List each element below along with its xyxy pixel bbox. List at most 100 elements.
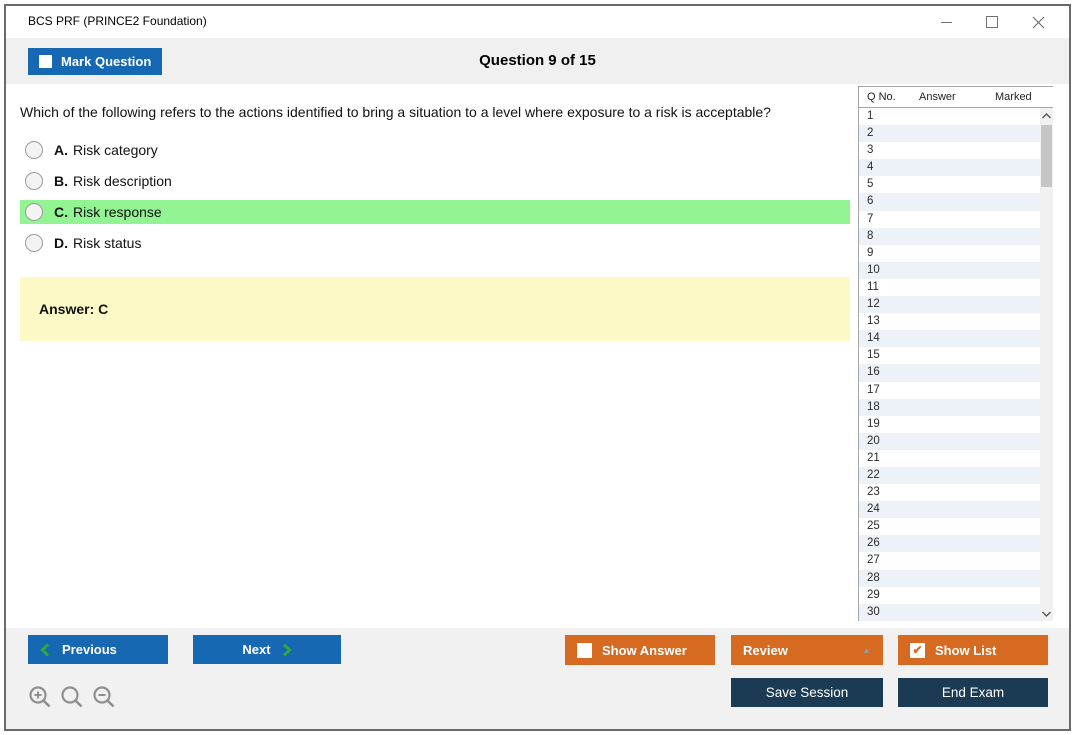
cell-qmark bbox=[987, 125, 1040, 142]
question-list-row[interactable]: 26 bbox=[859, 535, 1040, 553]
question-list-row[interactable]: 21 bbox=[859, 450, 1040, 467]
cell-qans bbox=[911, 467, 987, 484]
cell-qno: 7 bbox=[867, 212, 874, 225]
cell-qno: 2 bbox=[867, 127, 874, 140]
question-list-row[interactable]: 22 bbox=[859, 466, 1040, 485]
chevron-right-icon bbox=[282, 642, 292, 657]
option-b[interactable]: B. Risk description bbox=[20, 169, 850, 193]
minimize-button[interactable] bbox=[923, 6, 969, 38]
question-list-row[interactable]: 2 bbox=[859, 125, 1040, 143]
option-text: Risk category bbox=[73, 142, 158, 158]
next-button[interactable]: Next bbox=[193, 635, 341, 664]
cell-qans bbox=[911, 535, 987, 552]
mark-question-label: Mark Question bbox=[61, 54, 152, 69]
cell-qmark bbox=[987, 211, 1040, 228]
question-list-row[interactable]: 13 bbox=[859, 313, 1040, 330]
question-list-row[interactable]: 11 bbox=[859, 279, 1040, 296]
option-letter: B. bbox=[54, 173, 68, 189]
show-list-checkbox-icon[interactable]: ✔ bbox=[910, 642, 925, 658]
show-answer-button[interactable]: Show Answer bbox=[565, 635, 715, 665]
question-list-row[interactable]: 23 bbox=[859, 484, 1040, 501]
cell-qans bbox=[911, 382, 987, 399]
scrollbar-thumb[interactable] bbox=[1041, 125, 1052, 187]
question-list-row[interactable]: 5 bbox=[859, 176, 1040, 193]
question-list-row[interactable]: 25 bbox=[859, 518, 1040, 535]
question-list-row[interactable]: 7 bbox=[859, 211, 1040, 228]
chevron-down-icon bbox=[1042, 611, 1051, 617]
mark-question-button[interactable]: Mark Question bbox=[28, 48, 162, 75]
question-list-scrollbar[interactable] bbox=[1040, 108, 1053, 621]
maximize-button[interactable] bbox=[969, 6, 1015, 38]
cell-qno: 22 bbox=[867, 468, 880, 481]
option-d[interactable]: D. Risk status bbox=[20, 231, 850, 255]
question-list-row[interactable]: 24 bbox=[859, 501, 1040, 519]
question-list-row[interactable]: 3 bbox=[859, 142, 1040, 159]
scroll-up-button[interactable] bbox=[1040, 108, 1053, 123]
cell-qno: 11 bbox=[867, 280, 879, 293]
question-list-row[interactable]: 6 bbox=[859, 193, 1040, 211]
radio-icon[interactable] bbox=[25, 172, 43, 190]
cell-qans bbox=[911, 433, 987, 450]
question-list-row[interactable]: 1 bbox=[859, 108, 1040, 125]
question-list-row[interactable]: 29 bbox=[859, 587, 1040, 604]
question-list-row[interactable]: 18 bbox=[859, 398, 1040, 416]
close-button[interactable] bbox=[1015, 6, 1061, 38]
question-list-row[interactable]: 14 bbox=[859, 330, 1040, 348]
question-list-row[interactable]: 17 bbox=[859, 382, 1040, 399]
question-list-row[interactable]: 12 bbox=[859, 296, 1040, 314]
cell-qmark bbox=[987, 518, 1040, 535]
cell-qans bbox=[911, 193, 987, 210]
question-list-row[interactable]: 9 bbox=[859, 245, 1040, 262]
review-button[interactable]: Review ▲ bbox=[731, 635, 883, 665]
radio-icon[interactable] bbox=[25, 203, 43, 221]
end-exam-label: End Exam bbox=[941, 685, 1005, 700]
cell-qmark bbox=[987, 142, 1040, 159]
show-answer-checkbox-icon[interactable] bbox=[577, 642, 592, 658]
option-a[interactable]: A. Risk category bbox=[20, 138, 850, 162]
question-list-row[interactable]: 28 bbox=[859, 569, 1040, 587]
cell-qno: 13 bbox=[867, 315, 880, 328]
question-list-row[interactable]: 8 bbox=[859, 227, 1040, 245]
show-list-button[interactable]: ✔ Show List bbox=[898, 635, 1048, 665]
window-title: BCS PRF (PRINCE2 Foundation) bbox=[28, 14, 207, 28]
cell-qans bbox=[911, 313, 987, 330]
option-c[interactable]: C. Risk response bbox=[20, 200, 850, 224]
zoom-reset-button[interactable] bbox=[60, 685, 85, 710]
question-counter: Question 9 of 15 bbox=[479, 52, 596, 69]
question-list-header: Q No. Answer Marked bbox=[859, 87, 1053, 108]
radio-icon[interactable] bbox=[25, 141, 43, 159]
cell-qans bbox=[911, 518, 987, 535]
cell-qmark bbox=[987, 484, 1040, 501]
question-list-row[interactable]: 16 bbox=[859, 364, 1040, 382]
chevron-up-icon bbox=[1042, 112, 1051, 118]
scroll-down-button[interactable] bbox=[1040, 606, 1053, 621]
save-session-button[interactable]: Save Session bbox=[731, 678, 883, 707]
window-controls bbox=[923, 6, 1061, 38]
zoom-out-button[interactable] bbox=[92, 685, 117, 710]
question-list-row[interactable]: 27 bbox=[859, 552, 1040, 569]
check-icon: ✔ bbox=[912, 643, 923, 657]
cell-qans bbox=[911, 159, 987, 176]
cell-qmark bbox=[987, 433, 1040, 450]
cell-qans bbox=[911, 211, 987, 228]
question-list-row[interactable]: 10 bbox=[859, 261, 1040, 279]
close-icon bbox=[1032, 16, 1044, 28]
previous-button[interactable]: Previous bbox=[28, 635, 168, 664]
question-list-row[interactable]: 4 bbox=[859, 159, 1040, 177]
cell-qno: 27 bbox=[867, 554, 880, 567]
save-session-label: Save Session bbox=[765, 685, 849, 700]
mark-question-checkbox-icon[interactable] bbox=[39, 55, 52, 68]
cell-qmark bbox=[987, 296, 1040, 313]
cell-qno: 28 bbox=[867, 571, 880, 584]
question-list-row[interactable]: 19 bbox=[859, 416, 1040, 433]
cell-qans bbox=[911, 501, 987, 518]
question-list-row[interactable]: 30 bbox=[859, 603, 1040, 621]
cell-qmark bbox=[987, 416, 1040, 433]
question-list-body: 1 2 3 4 5 6 7 8 9 10 11 12 13 14 15 16 17 18 19 20 21 22 23 24 2… bbox=[859, 108, 1053, 621]
end-exam-button[interactable]: End Exam bbox=[898, 678, 1048, 707]
radio-icon[interactable] bbox=[25, 234, 43, 252]
cell-qmark bbox=[987, 330, 1040, 347]
zoom-in-button[interactable] bbox=[28, 685, 53, 710]
question-list-row[interactable]: 15 bbox=[859, 347, 1040, 364]
question-list-row[interactable]: 20 bbox=[859, 432, 1040, 450]
